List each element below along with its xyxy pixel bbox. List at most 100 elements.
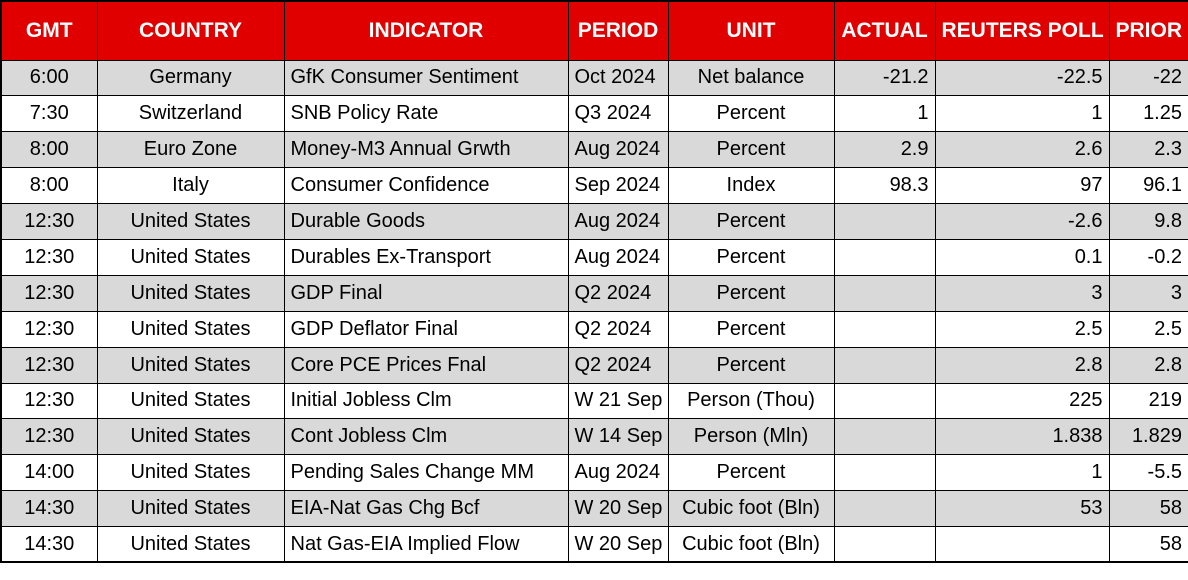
cell-unit: Index	[667, 167, 835, 205]
cell-country: United States	[96, 310, 285, 348]
cell-period: Q2 2024	[567, 346, 669, 384]
column-header-unit: UNIT	[667, 0, 835, 61]
cell-unit: Person (Mln)	[667, 418, 835, 456]
table-row: 12:30 United States Core PCE Prices Fnal Q2…	[0, 346, 1188, 384]
cell-prior: 58	[1108, 526, 1188, 563]
cell-indicator: Initial Jobless Clm	[283, 382, 569, 420]
cell-country: United States	[96, 203, 285, 240]
cell-gmt: 14:30	[0, 526, 98, 563]
cell-reuters-poll: 2.8	[934, 346, 1110, 384]
cell-actual: -21.2	[833, 59, 936, 97]
cell-indicator: GDP Final	[283, 274, 569, 312]
table-row: 8:00 Italy Consumer Confidence Sep 2024 Inde…	[0, 167, 1188, 205]
cell-period: W 14 Sep	[567, 418, 669, 456]
cell-period: W 21 Sep	[567, 382, 669, 420]
cell-gmt: 14:30	[0, 490, 98, 528]
cell-unit: Cubic foot (Bln)	[667, 490, 835, 528]
cell-actual	[833, 418, 936, 456]
table-row: 12:30 United States Cont Jobless Clm W 14 S…	[0, 418, 1188, 456]
cell-unit: Cubic foot (Bln)	[667, 526, 835, 563]
cell-reuters-poll: 3	[934, 274, 1110, 312]
header-row: GMT COUNTRY INDICATOR PERIOD UNIT ACTUAL REUTE…	[0, 0, 1188, 61]
cell-prior: 96.1	[1108, 167, 1188, 205]
cell-period: Aug 2024	[567, 203, 669, 240]
cell-gmt: 12:30	[0, 238, 98, 276]
cell-actual	[833, 526, 936, 563]
cell-reuters-poll: -2.6	[934, 203, 1110, 240]
cell-period: W 20 Sep	[567, 490, 669, 528]
cell-actual	[833, 454, 936, 492]
cell-reuters-poll: 53	[934, 490, 1110, 528]
cell-actual	[833, 382, 936, 420]
cell-gmt: 6:00	[0, 59, 98, 97]
cell-period: W 20 Sep	[567, 526, 669, 563]
cell-indicator: Money-M3 Annual Grwth	[283, 131, 569, 169]
cell-prior: 2.3	[1108, 131, 1188, 169]
cell-period: Oct 2024	[567, 59, 669, 97]
column-header-gmt: GMT	[0, 0, 98, 61]
cell-period: Aug 2024	[567, 454, 669, 492]
cell-indicator: Pending Sales Change MM	[283, 454, 569, 492]
table-row: 12:30 United States Initial Jobless Clm W 2…	[0, 382, 1188, 420]
cell-country: Euro Zone	[96, 131, 285, 169]
table-row: 12:30 United States GDP Deflator Final Q2 2…	[0, 310, 1188, 348]
table-row: 6:00 Germany GfK Consumer Sentiment Oct 202…	[0, 59, 1188, 97]
cell-unit: Percent	[667, 203, 835, 240]
cell-country: Italy	[96, 167, 285, 205]
cell-actual: 1	[833, 95, 936, 133]
cell-period: Q2 2024	[567, 310, 669, 348]
cell-reuters-poll: 1	[934, 95, 1110, 133]
cell-reuters-poll: 1	[934, 454, 1110, 492]
cell-actual	[833, 203, 936, 240]
cell-prior: 2.8	[1108, 346, 1188, 384]
cell-country: United States	[96, 346, 285, 384]
cell-indicator: Core PCE Prices Fnal	[283, 346, 569, 384]
cell-gmt: 8:00	[0, 131, 98, 169]
cell-indicator: Durables Ex-Transport	[283, 238, 569, 276]
cell-prior: -22	[1108, 59, 1188, 97]
cell-actual	[833, 238, 936, 276]
cell-actual: 98.3	[833, 167, 936, 205]
cell-period: Sep 2024	[567, 167, 669, 205]
table-row: 7:30 Switzerland SNB Policy Rate Q3 2024 Per…	[0, 95, 1188, 133]
cell-country: United States	[96, 418, 285, 456]
table-row: 14:30 United States EIA-Nat Gas Chg Bcf W 2…	[0, 490, 1188, 528]
cell-prior: 58	[1108, 490, 1188, 528]
cell-prior: 2.5	[1108, 310, 1188, 348]
cell-unit: Percent	[667, 131, 835, 169]
cell-period: Aug 2024	[567, 238, 669, 276]
cell-unit: Percent	[667, 454, 835, 492]
cell-unit: Person (Thou)	[667, 382, 835, 420]
column-header-indicator: INDICATOR	[283, 0, 569, 61]
cell-country: United States	[96, 526, 285, 563]
cell-prior: 1.25	[1108, 95, 1188, 133]
cell-prior: -0.2	[1108, 238, 1188, 276]
cell-indicator: Durable Goods	[283, 203, 569, 240]
table-row: 14:30 United States Nat Gas-EIA Implied Fl…	[0, 526, 1188, 563]
cell-indicator: GDP Deflator Final	[283, 310, 569, 348]
column-header-prior: PRIOR	[1108, 0, 1188, 61]
cell-period: Aug 2024	[567, 131, 669, 169]
cell-indicator: SNB Policy Rate	[283, 95, 569, 133]
cell-unit: Percent	[667, 346, 835, 384]
cell-gmt: 14:00	[0, 454, 98, 492]
cell-reuters-poll: 97	[934, 167, 1110, 205]
cell-actual	[833, 274, 936, 312]
table-row: 12:30 United States Durable Goods Aug 2024 P…	[0, 203, 1188, 240]
cell-gmt: 12:30	[0, 382, 98, 420]
cell-prior: 219	[1108, 382, 1188, 420]
cell-actual: 2.9	[833, 131, 936, 169]
cell-prior: -5.5	[1108, 454, 1188, 492]
cell-indicator: Consumer Confidence	[283, 167, 569, 205]
table-row: 14:00 United States Pending Sales Change M…	[0, 454, 1188, 492]
cell-gmt: 12:30	[0, 203, 98, 240]
cell-gmt: 7:30	[0, 95, 98, 133]
cell-actual	[833, 490, 936, 528]
cell-actual	[833, 310, 936, 348]
column-header-reuters-poll: REUTERS POLL	[934, 0, 1110, 61]
cell-reuters-poll: -22.5	[934, 59, 1110, 97]
cell-prior: 9.8	[1108, 203, 1188, 240]
cell-reuters-poll: 0.1	[934, 238, 1110, 276]
cell-country: Switzerland	[96, 95, 285, 133]
cell-indicator: EIA-Nat Gas Chg Bcf	[283, 490, 569, 528]
